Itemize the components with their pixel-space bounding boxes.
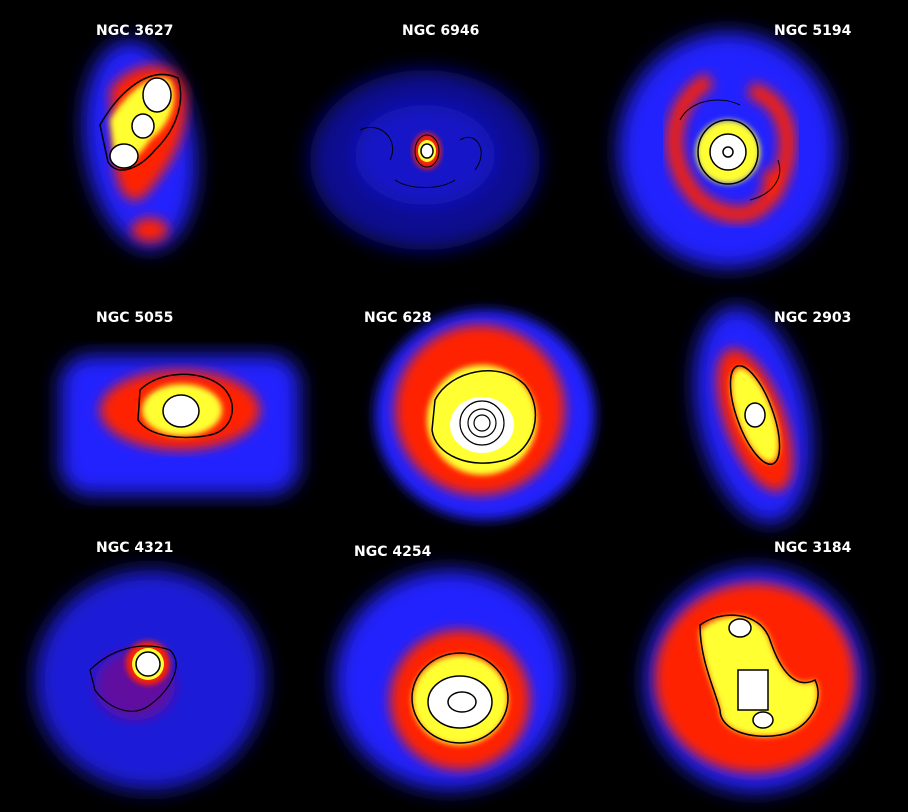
galaxy-image (310, 70, 540, 250)
galaxy-label: NGC 3627 (96, 23, 174, 39)
galaxy-panel-ngc-6946: NGC 6946 (300, 0, 600, 290)
galaxy-panel-ngc-5194: NGC 5194 (600, 0, 908, 290)
galaxy-image (645, 568, 865, 792)
galaxy-image (694, 306, 812, 524)
galaxy-image (35, 570, 265, 790)
galaxy-label: NGC 628 (364, 310, 432, 326)
galaxy-panel-ngc-2903: NGC 2903 (600, 290, 908, 530)
galaxy-image (375, 310, 595, 520)
galaxy-image (83, 40, 197, 250)
galaxy-label: NGC 3184 (774, 540, 852, 556)
galaxy-image (60, 355, 300, 495)
galaxy-panel-ngc-628: NGC 628 (300, 290, 600, 530)
galaxy-label: NGC 5055 (96, 310, 174, 326)
galaxy-panel-ngc-4321: NGC 4321 (0, 530, 300, 812)
galaxy-label: NGC 2903 (774, 310, 852, 326)
galaxy-image (335, 570, 565, 790)
galaxy-panel-ngc-5055: NGC 5055 (0, 290, 300, 530)
galaxy-label: NGC 5194 (774, 23, 852, 39)
galaxy-panel-ngc-4254: NGC 4254 (300, 530, 600, 812)
galaxy-label: NGC 4254 (354, 544, 432, 560)
galaxy-image (618, 32, 838, 268)
galaxy-label: NGC 4321 (96, 540, 174, 556)
galaxy-panel-ngc-3184: NGC 3184 (600, 530, 908, 812)
galaxy-label: NGC 6946 (402, 23, 480, 39)
galaxy-panel-ngc-3627: NGC 3627 (0, 0, 300, 290)
